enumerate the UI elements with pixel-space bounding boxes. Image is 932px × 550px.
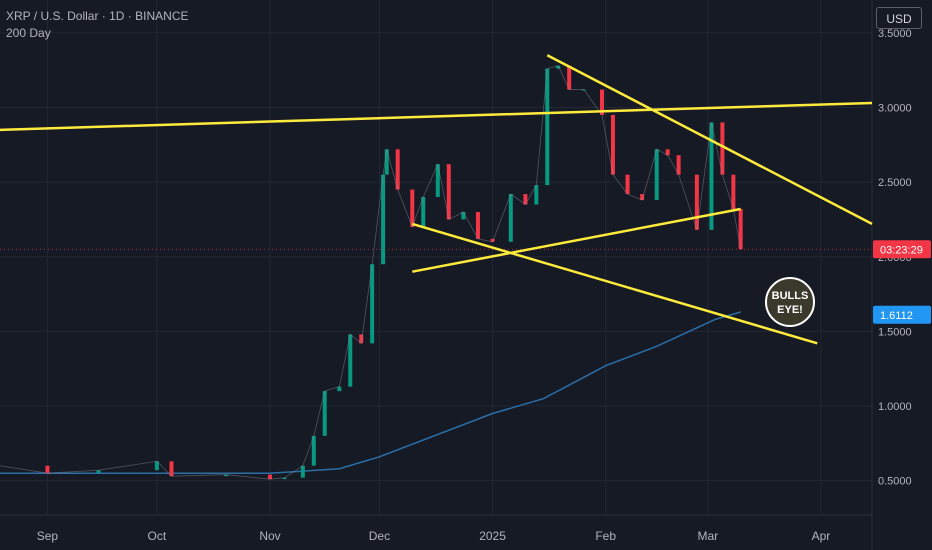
price-candle [370,264,375,344]
trendline [0,101,873,132]
trendline [411,222,818,345]
moving-average-tag-label: 1.6112 [880,310,913,322]
y-tick-label: 0.5000 [878,476,912,488]
currency-button[interactable]: USD [876,7,922,29]
price-candle [224,474,229,477]
price-candle [709,122,714,230]
price-candle [490,238,495,242]
price-candle [534,185,539,205]
bulls-eye-text: BULLS [772,290,809,302]
price-candle [461,211,466,220]
price-candle [654,149,659,201]
moving-average-tag-bg [873,305,931,324]
x-tick-label: Nov [259,529,280,543]
price-candle [282,477,287,480]
indicator-label: 200 Day [6,26,51,40]
y-tick-label: 3.0000 [878,102,912,114]
price-candle [421,197,426,227]
price-candle [556,65,561,69]
price-candle [545,68,550,186]
price-candle [395,149,400,190]
price-candle [523,194,528,205]
price-candle [694,174,699,230]
bulls-eye-bubble [765,277,815,327]
moving-average-line [0,311,741,474]
price-candle [359,334,364,344]
price-candle [410,189,415,227]
price-candle [169,461,174,477]
y-tick-label: 3.5000 [878,28,912,40]
price-line [0,65,742,480]
price-candle [384,149,389,175]
trendline [546,54,873,226]
price-candle [337,386,342,392]
price-candle [348,334,353,387]
price-candle [731,174,736,209]
price-candle [96,470,101,474]
price-candle [738,208,743,250]
price-candle [665,149,670,156]
price-candle [322,391,327,436]
price-candle [720,122,725,175]
price-candle [267,474,272,480]
price-candle [381,174,386,265]
y-tick-label: 1.5000 [878,326,912,338]
y-tick-label: 2.5000 [878,177,912,189]
price-candle [600,89,605,115]
price-candle [676,155,681,175]
price-candle [154,461,159,471]
x-tick-label: Dec [369,529,390,543]
last-price-tag-bg [873,240,931,259]
price-candle [508,194,513,242]
symbol-title: XRP / U.S. Dollar · 1D · BINANCE [6,9,189,23]
x-tick-label: Sep [37,529,59,543]
bulls-eye-text: EYE! [777,304,803,316]
price-candle [567,65,572,90]
x-tick-label: Feb [595,529,616,543]
x-tick-label: Mar [697,529,718,543]
price-candle [475,211,480,239]
price-candle [640,194,645,201]
price-candle [435,164,440,198]
price-candle [610,114,615,175]
trendline [412,207,741,273]
price-candle [446,164,451,220]
x-tick-label: Apr [812,529,831,543]
x-tick-label: Oct [148,529,167,543]
price-candle [625,174,630,195]
y-tick-label: 1.0000 [878,401,912,413]
price-candle [300,465,305,478]
x-tick-label: 2025 [479,529,506,543]
last-price-tag-label: 03:23:29 [880,244,923,256]
price-candle [45,465,50,474]
price-candle [311,435,316,466]
